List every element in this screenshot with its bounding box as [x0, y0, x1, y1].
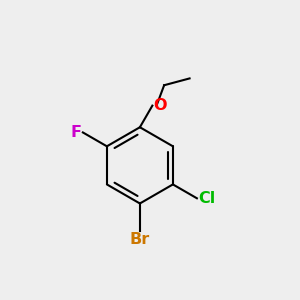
Text: Cl: Cl [198, 191, 215, 206]
Text: Br: Br [130, 232, 150, 247]
Text: O: O [154, 98, 167, 113]
Text: F: F [70, 125, 81, 140]
